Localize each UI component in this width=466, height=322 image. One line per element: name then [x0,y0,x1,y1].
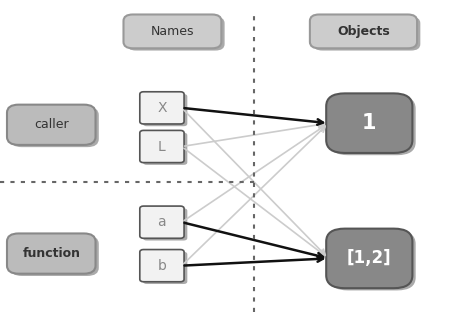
FancyBboxPatch shape [329,96,416,155]
FancyBboxPatch shape [140,130,184,163]
Text: b: b [158,259,166,273]
Text: a: a [158,215,166,229]
Text: caller: caller [34,118,69,131]
FancyBboxPatch shape [10,236,99,276]
FancyBboxPatch shape [143,133,187,165]
FancyBboxPatch shape [7,105,96,145]
FancyBboxPatch shape [140,250,184,282]
FancyBboxPatch shape [143,252,187,284]
FancyBboxPatch shape [127,17,225,51]
FancyBboxPatch shape [329,231,416,290]
FancyBboxPatch shape [310,14,417,48]
FancyBboxPatch shape [326,229,412,288]
FancyBboxPatch shape [123,14,221,48]
Text: Objects: Objects [337,25,390,38]
FancyBboxPatch shape [143,208,187,241]
FancyBboxPatch shape [140,92,184,124]
Text: X: X [157,101,167,115]
FancyBboxPatch shape [143,94,187,126]
Text: Names: Names [151,25,194,38]
Text: 1: 1 [362,113,377,133]
Text: function: function [22,247,80,260]
FancyBboxPatch shape [7,233,96,274]
FancyBboxPatch shape [10,107,99,147]
Text: L: L [158,139,166,154]
FancyBboxPatch shape [313,17,420,51]
FancyBboxPatch shape [326,93,412,153]
FancyBboxPatch shape [140,206,184,238]
Text: [1,2]: [1,2] [347,250,391,267]
